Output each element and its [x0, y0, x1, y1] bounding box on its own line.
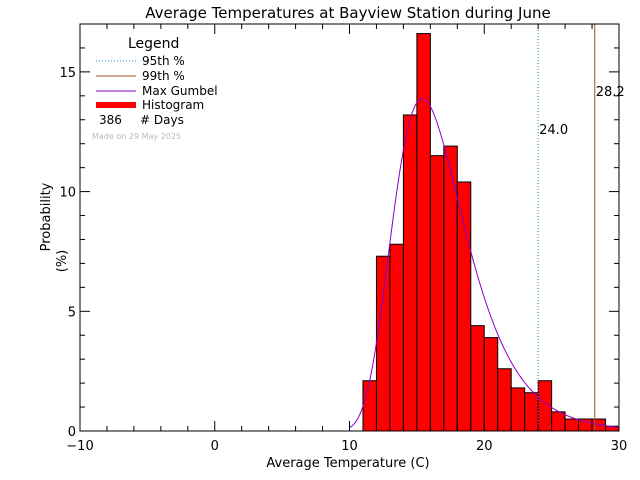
histogram-bar	[416, 33, 431, 432]
gumbel-curve	[349, 98, 620, 429]
histogram-bar	[524, 392, 539, 432]
histogram-bar	[429, 155, 445, 432]
histogram-bar	[402, 114, 418, 432]
histogram-bar	[510, 387, 526, 432]
histogram-bar	[389, 243, 404, 432]
x-tick-label: 30	[611, 439, 628, 454]
x-tick-label: 20	[476, 439, 493, 454]
y-tick-label: 5	[68, 305, 76, 320]
y-axis-label: Probability	[39, 182, 54, 251]
x-axis: −10 0 10 20 30	[66, 24, 627, 454]
legend-label-histogram: Histogram	[142, 98, 204, 112]
histogram-bar	[497, 368, 512, 432]
y-axis: 0 5 10 15	[59, 23, 619, 440]
p95-label: 24.0	[539, 123, 568, 138]
p99-label: 28.2	[596, 85, 625, 100]
histogram-bar	[362, 380, 377, 432]
x-tick-label: 0	[211, 439, 219, 454]
chart-title: Average Temperatures at Bayview Station …	[145, 4, 550, 22]
histogram-bar	[456, 181, 472, 432]
legend: Legend 95th % 99th % Max Gumbel Histogra…	[92, 36, 218, 141]
made-on-note: Made on 29 May 2025	[92, 132, 181, 141]
x-tick-label: −10	[66, 439, 93, 454]
histogram-bar	[483, 337, 499, 432]
legend-label-99th: 99th %	[142, 69, 185, 83]
y-tick-label: 0	[68, 425, 76, 440]
histogram-bar	[375, 255, 391, 432]
legend-days-count: 386	[99, 113, 122, 127]
y-axis-unit: (%)	[55, 250, 70, 273]
histogram-bar	[470, 325, 485, 432]
y-tick-label: 10	[59, 186, 76, 201]
x-axis-label: Average Temperature (C)	[266, 456, 429, 471]
y-tick-label: 15	[59, 66, 76, 81]
x-tick-label: 10	[341, 439, 358, 454]
legend-days-label: # Days	[140, 113, 184, 127]
legend-label-95th: 95th %	[142, 54, 185, 68]
histogram-bars	[362, 33, 620, 432]
legend-label-gumbel: Max Gumbel	[142, 84, 218, 98]
histogram-bar	[564, 418, 580, 432]
legend-title: Legend	[128, 36, 179, 52]
histogram-bar	[551, 411, 566, 432]
